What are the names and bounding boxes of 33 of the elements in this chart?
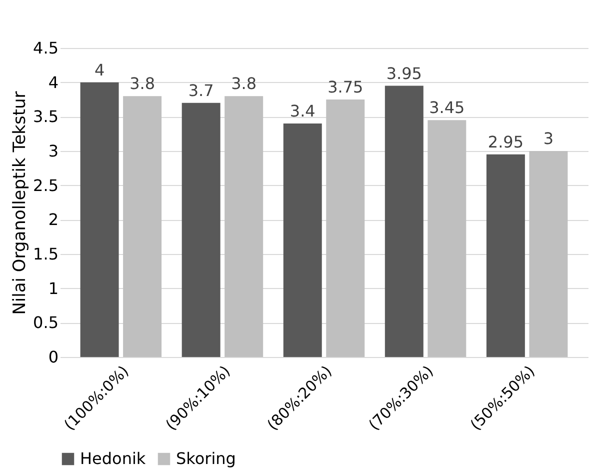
legend-label: Skoring bbox=[176, 449, 236, 468]
y-tick-label: 0.5 bbox=[33, 313, 58, 332]
y-tick-label: 2 bbox=[48, 210, 58, 230]
data-label: 2.95 bbox=[488, 132, 524, 152]
data-label: 4 bbox=[94, 60, 105, 80]
data-label: 3 bbox=[543, 129, 554, 148]
y-tick-label: 1.5 bbox=[33, 244, 58, 264]
data-label: 3.8 bbox=[130, 74, 156, 94]
data-label: 3.7 bbox=[188, 80, 214, 100]
y-axis-title: Nilai Organolleptik Tekstur bbox=[10, 91, 30, 315]
data-label: 3.75 bbox=[328, 78, 364, 96]
y-tick-label: 4 bbox=[48, 72, 58, 92]
y-tick-label: 3.5 bbox=[33, 107, 58, 126]
bar bbox=[384, 86, 424, 357]
bar bbox=[428, 120, 466, 357]
y-tick-label: 4.5 bbox=[33, 38, 58, 58]
y-tick-label: 1 bbox=[48, 278, 58, 298]
y-tick-label: 0 bbox=[48, 348, 58, 366]
data-label: 3.95 bbox=[386, 64, 422, 83]
bar bbox=[283, 124, 322, 357]
bar bbox=[529, 151, 568, 357]
bar bbox=[326, 100, 365, 357]
data-label: 3.8 bbox=[231, 74, 257, 94]
bar bbox=[123, 96, 162, 357]
bar bbox=[224, 96, 264, 357]
data-label: 3.45 bbox=[429, 98, 465, 118]
bar bbox=[80, 82, 119, 357]
data-label: 3.4 bbox=[290, 102, 316, 121]
legend-label: Hedonik bbox=[80, 449, 146, 468]
y-tick-label: 2.5 bbox=[33, 176, 58, 195]
bar bbox=[182, 102, 220, 357]
y-tick-label: 3 bbox=[48, 142, 58, 160]
bar bbox=[486, 154, 525, 357]
